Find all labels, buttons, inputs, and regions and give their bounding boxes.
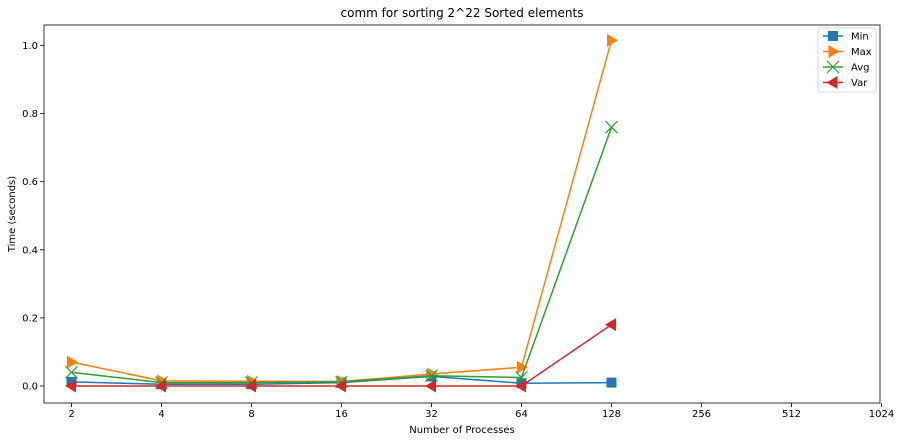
x-tick-label: 512	[782, 409, 801, 420]
data-point	[425, 369, 438, 383]
y-tick-label: 0.4	[22, 245, 38, 256]
legend-item: Max	[823, 45, 872, 58]
data-point	[335, 379, 346, 393]
data-point	[155, 379, 166, 393]
chart-title: comm for sorting 2^22 Sorted elements	[341, 6, 584, 20]
series-line-avg	[71, 126, 613, 384]
x-tick-label: 8	[248, 409, 254, 420]
data-point	[65, 379, 76, 393]
y-tick-label: 0.2	[22, 313, 38, 324]
series-max	[67, 33, 618, 389]
data-point	[67, 355, 78, 369]
y-tick-label: 0.8	[22, 109, 38, 120]
x-axis: 2 4 8 16 32 64 128 256 512 1024	[68, 403, 894, 420]
legend-item: Min	[823, 31, 869, 43]
legend-box	[817, 27, 877, 93]
data-point	[245, 379, 256, 393]
legend-label: Max	[851, 47, 872, 58]
y-tick-label: 0.6	[22, 177, 38, 188]
legend-marker	[826, 60, 840, 74]
series-avg	[65, 120, 618, 389]
data-point	[606, 377, 617, 388]
x-tick-label: 16	[335, 409, 348, 420]
series-var	[65, 318, 616, 393]
y-axis: 0.0 0.2 0.4 0.6 0.8 1.0	[22, 41, 44, 392]
x-tick-label: 256	[692, 409, 711, 420]
x-tick-label: 64	[515, 409, 528, 420]
legend-marker	[826, 76, 838, 89]
series-layer	[65, 33, 618, 393]
data-point	[425, 379, 436, 393]
legend-marker	[828, 31, 838, 41]
data-point	[607, 33, 618, 47]
y-tick-label: 0.0	[22, 381, 38, 392]
data-point	[605, 120, 618, 134]
x-tick-label: 32	[425, 409, 438, 420]
legend-label: Avg	[851, 63, 870, 74]
series-line-max	[71, 40, 613, 383]
x-tick-label: 128	[602, 409, 621, 420]
y-axis-title: Time (seconds)	[7, 176, 18, 253]
x-axis-title: Number of Processes	[409, 425, 514, 436]
legend-label: Min	[851, 32, 869, 43]
data-point	[66, 376, 77, 387]
x-tick-label: 4	[158, 409, 164, 420]
data-point	[65, 365, 78, 379]
legend: Min Max Avg Var	[817, 27, 877, 93]
y-tick-label: 1.0	[22, 41, 38, 52]
x-tick-label: 2	[68, 409, 74, 420]
legend-label: Var	[851, 78, 868, 89]
data-point	[517, 360, 528, 374]
legend-item: Var	[823, 76, 868, 89]
data-point	[515, 379, 526, 393]
legend-item: Avg	[823, 60, 870, 74]
data-point	[605, 318, 616, 332]
x-tick-label: 1024	[869, 409, 894, 420]
plot-frame	[43, 24, 881, 404]
legend-marker	[828, 45, 840, 58]
